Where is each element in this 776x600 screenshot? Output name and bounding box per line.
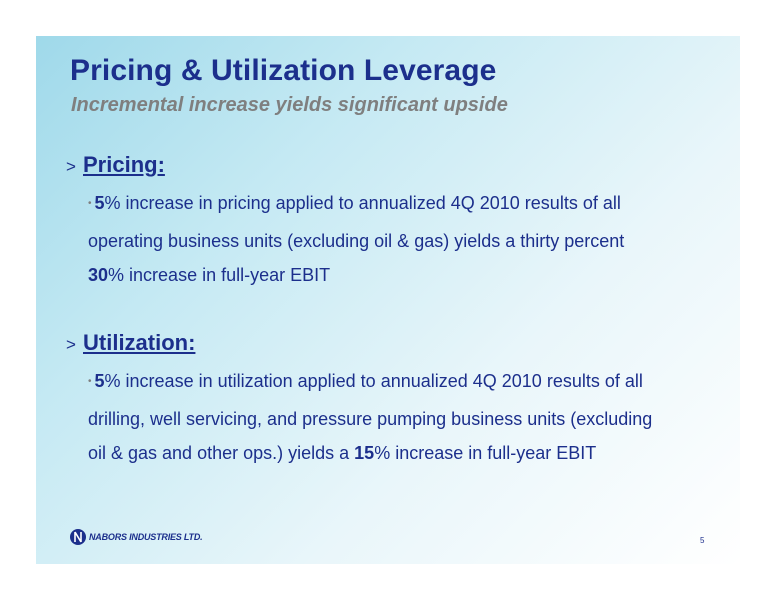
- pricing-heading-line: > Pricing:: [66, 152, 658, 178]
- section-marker: >: [66, 335, 76, 354]
- pricing-ebit-percent: 30: [88, 265, 109, 285]
- pricing-percent: 5: [94, 193, 105, 213]
- pricing-text-1: % increase in pricing applied to annuali…: [88, 193, 625, 251]
- utilization-section: > Utilization: • 5% increase in utilizati…: [66, 330, 658, 470]
- utilization-text-1: % increase in utilization applied to ann…: [88, 371, 653, 463]
- company-logo: NABORS INDUSTRIES LTD.: [69, 528, 203, 546]
- slide: Pricing & Utilization Leverage Increment…: [36, 36, 740, 564]
- utilization-text-2: % increase in full-year EBIT: [374, 443, 597, 463]
- utilization-heading-line: > Utilization:: [66, 330, 658, 356]
- pricing-text-2: % increase in full-year EBIT: [108, 265, 331, 285]
- page-number: 5: [700, 536, 705, 545]
- nabors-logo-icon: [70, 529, 86, 545]
- bullet-icon: •: [88, 376, 92, 387]
- utilization-percent: 5: [94, 371, 105, 391]
- logo-text: NABORS INDUSTRIES LTD.: [89, 532, 203, 542]
- utilization-heading: Utilization:: [83, 330, 196, 355]
- section-marker: >: [66, 157, 76, 176]
- utilization-bullet: • 5% increase in utilization applied to a…: [88, 364, 658, 470]
- pricing-bullet: • 5% increase in pricing applied to annua…: [88, 186, 658, 292]
- utilization-ebit-percent: 15: [354, 443, 375, 463]
- pricing-heading: Pricing:: [83, 152, 165, 177]
- bullet-icon: •: [88, 198, 92, 209]
- pricing-section: > Pricing: • 5% increase in pricing appli…: [66, 152, 658, 292]
- slide-title: Pricing & Utilization Leverage: [70, 54, 497, 87]
- slide-subtitle: Incremental increase yields significant …: [71, 94, 508, 116]
